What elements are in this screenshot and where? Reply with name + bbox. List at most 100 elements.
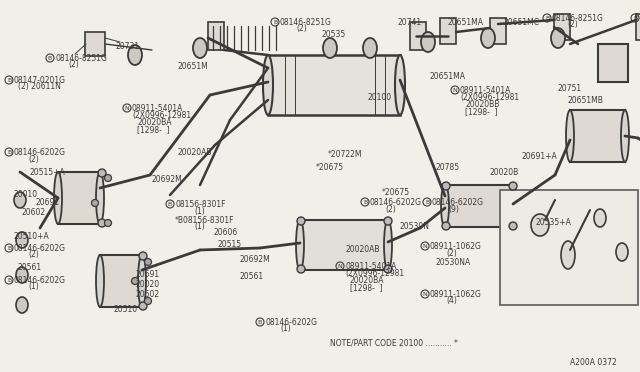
Text: 20651M: 20651M	[178, 62, 209, 71]
Text: (2): (2)	[28, 155, 39, 164]
Text: 20535+A: 20535+A	[536, 218, 572, 227]
Bar	[445, 185, 513, 227]
Bar	[490, 18, 506, 44]
Text: *B08156-8301F: *B08156-8301F	[175, 216, 234, 225]
Bar	[500, 190, 638, 305]
Ellipse shape	[561, 241, 575, 269]
Text: (2X0996-12981: (2X0996-12981	[460, 93, 519, 102]
Text: 20561: 20561	[240, 272, 264, 281]
Bar	[554, 14, 570, 40]
Text: 20606: 20606	[213, 228, 237, 237]
Text: 20691: 20691	[36, 198, 60, 207]
Circle shape	[139, 302, 147, 310]
Text: 20751: 20751	[557, 84, 581, 93]
Text: (2): (2)	[296, 24, 307, 33]
Text: (2): (2)	[68, 60, 79, 69]
Text: (9): (9)	[448, 205, 459, 214]
Text: (1): (1)	[194, 207, 205, 216]
Text: NOTE/PART CODE 20100 ........... *: NOTE/PART CODE 20100 ........... *	[330, 338, 458, 347]
Ellipse shape	[594, 209, 606, 227]
Ellipse shape	[395, 55, 405, 115]
Text: B: B	[7, 278, 11, 282]
Bar	[85, 32, 105, 56]
Text: 20020: 20020	[136, 280, 160, 289]
Text: 20020AB: 20020AB	[345, 245, 380, 254]
Text: 20100: 20100	[368, 93, 392, 102]
Circle shape	[384, 217, 392, 225]
Text: (2): (2)	[567, 20, 578, 29]
Text: [1298-  ]: [1298- ]	[350, 283, 383, 292]
Text: N: N	[452, 87, 458, 93]
Text: 08146-8251G: 08146-8251G	[552, 14, 604, 23]
Bar	[440, 18, 456, 44]
Ellipse shape	[441, 185, 449, 227]
Circle shape	[92, 199, 99, 206]
Circle shape	[104, 174, 111, 182]
Text: 08146-6202G: 08146-6202G	[432, 198, 484, 207]
Ellipse shape	[531, 214, 549, 236]
Text: 20515: 20515	[218, 240, 242, 249]
Text: (2X0996-12981: (2X0996-12981	[345, 269, 404, 278]
Circle shape	[145, 259, 152, 266]
Text: 20651MB: 20651MB	[567, 96, 603, 105]
Text: B: B	[48, 55, 52, 61]
Circle shape	[384, 265, 392, 273]
Text: 08146-6202G: 08146-6202G	[14, 148, 66, 157]
Text: 08911-5401A: 08911-5401A	[345, 262, 396, 271]
Text: 20651MA: 20651MA	[448, 18, 484, 27]
Ellipse shape	[96, 172, 104, 224]
Bar	[208, 22, 224, 50]
Ellipse shape	[96, 255, 104, 307]
Text: 08911-5401A: 08911-5401A	[460, 86, 511, 95]
Ellipse shape	[16, 267, 28, 283]
Text: (1): (1)	[280, 324, 291, 333]
Circle shape	[297, 265, 305, 273]
Text: 20692M: 20692M	[152, 175, 183, 184]
Text: 20561: 20561	[18, 263, 42, 272]
Text: 20020BB: 20020BB	[465, 100, 499, 109]
Text: B: B	[168, 202, 172, 206]
Text: N: N	[422, 292, 428, 296]
Text: *20722M: *20722M	[328, 150, 362, 159]
Text: B: B	[7, 150, 11, 154]
Text: N: N	[125, 106, 129, 110]
Ellipse shape	[621, 110, 629, 162]
Ellipse shape	[138, 255, 146, 307]
Text: B: B	[545, 16, 549, 20]
Circle shape	[297, 217, 305, 225]
Text: B: B	[258, 320, 262, 324]
Ellipse shape	[16, 232, 28, 248]
Text: B: B	[363, 199, 367, 205]
Text: B: B	[425, 199, 429, 205]
Ellipse shape	[16, 297, 28, 313]
Bar	[598, 44, 628, 82]
Circle shape	[145, 298, 152, 305]
Ellipse shape	[54, 172, 62, 224]
Circle shape	[131, 278, 138, 285]
Ellipse shape	[14, 192, 26, 208]
Text: 20020BA: 20020BA	[350, 276, 385, 285]
Text: B: B	[273, 19, 277, 25]
Text: 08146-6202G: 08146-6202G	[14, 276, 66, 285]
Ellipse shape	[296, 220, 304, 270]
Text: 20020BA: 20020BA	[137, 118, 172, 127]
Ellipse shape	[323, 38, 337, 58]
Text: 08146-6202G: 08146-6202G	[265, 318, 317, 327]
Text: *20675: *20675	[382, 188, 410, 197]
Text: 20651MC: 20651MC	[504, 18, 540, 27]
Text: 20691: 20691	[136, 270, 160, 279]
Text: 20530N: 20530N	[400, 222, 430, 231]
Text: 20785: 20785	[435, 163, 459, 172]
Text: 20510: 20510	[113, 305, 137, 314]
Bar	[300, 220, 388, 270]
Text: 08146-6202G: 08146-6202G	[370, 198, 422, 207]
Ellipse shape	[616, 243, 628, 261]
Circle shape	[509, 182, 517, 190]
Ellipse shape	[551, 28, 565, 48]
Text: (4): (4)	[446, 296, 457, 305]
Ellipse shape	[263, 55, 273, 115]
Text: (2X0996-12981: (2X0996-12981	[132, 111, 191, 120]
Text: 08156-8301F: 08156-8301F	[175, 200, 225, 209]
Circle shape	[442, 182, 450, 190]
Text: (2): (2)	[28, 250, 39, 259]
